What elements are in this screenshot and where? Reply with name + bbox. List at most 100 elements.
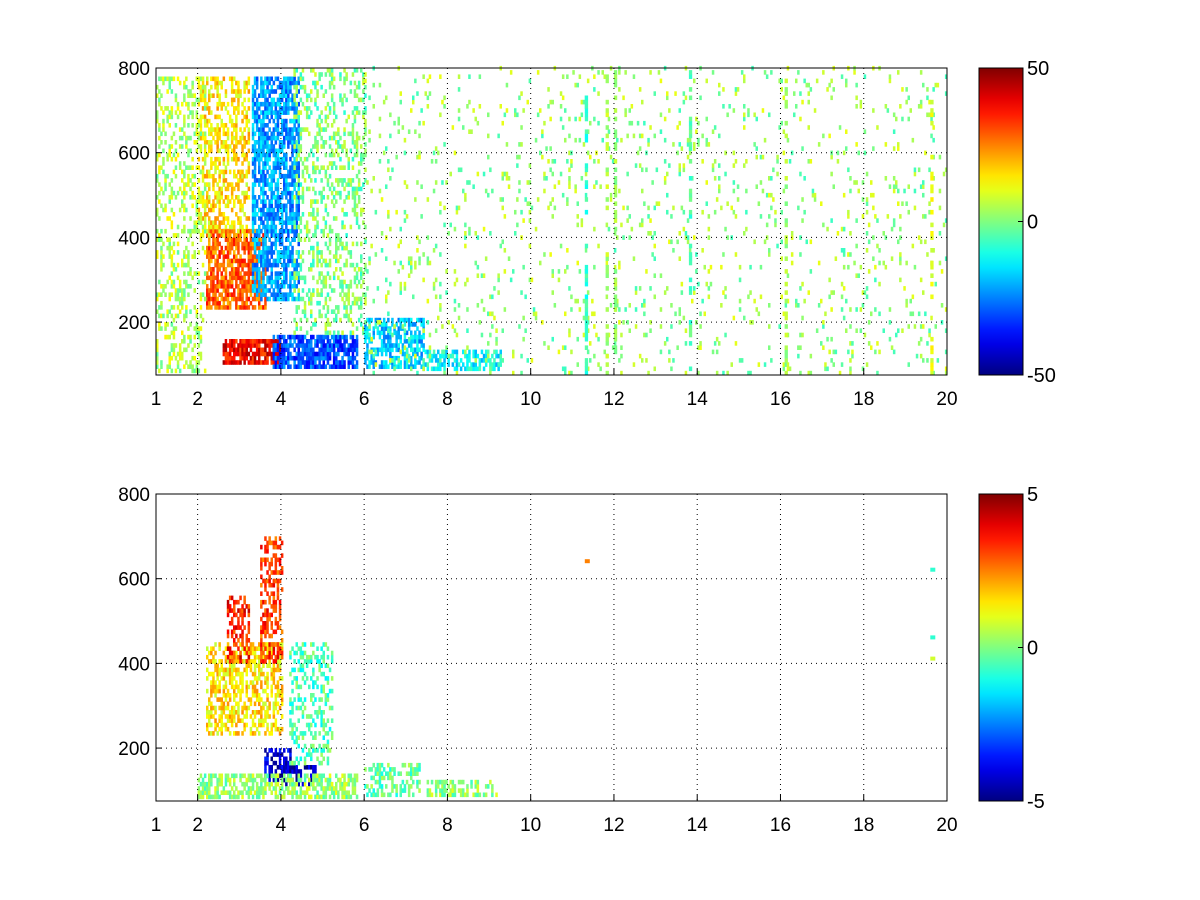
heatmap-cell: [487, 353, 490, 359]
heatmap-cell: [293, 271, 296, 276]
heatmap-cell: [609, 303, 613, 308]
heatmap-cell: [216, 156, 219, 162]
heatmap-cell: [418, 317, 421, 323]
heatmap-cell: [330, 288, 334, 293]
heatmap-cell: [903, 286, 906, 291]
heatmap-cell: [230, 80, 234, 86]
heatmap-cell: [187, 135, 190, 141]
heatmap-cell: [260, 250, 263, 255]
heatmap-cell: [160, 313, 163, 319]
heatmap-cell: [447, 320, 450, 325]
heatmap-cell: [624, 108, 627, 113]
heatmap-cell: [226, 110, 230, 115]
heatmap-cell: [343, 279, 346, 285]
heatmap-cell: [270, 110, 273, 115]
heatmap-cell: [280, 127, 284, 132]
heatmap-cell: [412, 322, 415, 327]
heatmap-cell: [210, 220, 213, 225]
heatmap-cell: [158, 368, 161, 374]
heatmap-cell: [568, 180, 571, 185]
heatmap-cell: [853, 260, 856, 266]
heatmap-cell: [853, 70, 856, 75]
heatmap-cell: [274, 258, 278, 264]
heatmap-cell: [501, 358, 504, 363]
heatmap-cell: [191, 80, 194, 86]
heatmap-cell: [641, 167, 644, 173]
heatmap-cell: [326, 68, 330, 73]
heatmap-cell: [293, 233, 296, 238]
heatmap-cell: [778, 78, 781, 84]
heatmap-cell: [183, 123, 186, 128]
heatmap-cell: [559, 116, 563, 122]
heatmap-cell: [237, 258, 240, 264]
heatmap-cell: [199, 135, 203, 141]
heatmap-cell: [255, 267, 259, 272]
heatmap-cell: [343, 131, 346, 137]
heatmap-cell: [168, 241, 171, 247]
heatmap-cell: [266, 212, 269, 217]
heatmap-cell: [258, 131, 261, 137]
heatmap-cell: [443, 353, 446, 359]
heatmap-cell: [158, 127, 161, 132]
heatmap-cell: [201, 173, 205, 179]
heatmap-cell: [283, 76, 286, 82]
heatmap-cell: [289, 271, 292, 276]
heatmap-cell: [272, 364, 276, 369]
heatmap-cell: [387, 328, 390, 333]
heatmap-cell: [299, 275, 303, 281]
heatmap-cell: [332, 195, 336, 200]
heatmap-cell: [589, 341, 592, 346]
heatmap-cell: [189, 216, 192, 221]
heatmap-cell: [568, 150, 571, 156]
heatmap-cell: [170, 254, 174, 259]
heatmap-cell: [364, 262, 367, 268]
heatmap-cell: [251, 275, 255, 281]
heatmap-cell: [387, 167, 390, 173]
heatmap-cell: [738, 358, 742, 363]
heatmap-cell: [247, 343, 251, 348]
heatmap-cell: [280, 271, 284, 276]
heatmap-cell: [376, 326, 380, 331]
heatmap-cell: [278, 241, 282, 247]
heatmap-cell: [412, 334, 415, 340]
heatmap-cell: [643, 120, 646, 126]
heatmap-cell: [274, 76, 278, 82]
heatmap-cell: [872, 146, 875, 151]
heatmap-cell: [170, 178, 174, 183]
heatmap-cell: [360, 156, 363, 162]
heatmap-cell: [280, 148, 284, 154]
heatmap-cell: [380, 347, 384, 353]
heatmap-cell: [170, 207, 174, 213]
heatmap-cell: [820, 341, 823, 346]
heatmap-cell: [197, 118, 201, 124]
heatmap-cell: [701, 159, 704, 164]
heatmap-cell: [678, 231, 681, 236]
heatmap-cell: [335, 241, 338, 247]
heatmap-cell: [339, 347, 342, 353]
heatmap-cell: [703, 264, 706, 270]
heatmap-cell: [349, 317, 353, 323]
heatmap-cell: [611, 345, 615, 350]
heatmap-cell: [641, 99, 644, 105]
heatmap-cell: [874, 307, 877, 312]
heatmap-cell: [343, 339, 346, 344]
heatmap-cell: [728, 104, 731, 109]
heatmap-cell: [374, 317, 378, 323]
heatmap-cell: [618, 307, 621, 312]
heatmap-cell: [416, 180, 419, 185]
heatmap-cell: [245, 288, 248, 293]
heatmap-cell: [168, 76, 171, 82]
heatmap-cell: [919, 336, 923, 342]
heatmap-cell: [291, 106, 294, 111]
heatmap-cell: [193, 173, 196, 179]
heatmap-cell: [258, 165, 261, 170]
heatmap-cell: [353, 275, 357, 281]
heatmap-cell: [301, 76, 305, 82]
heatmap-cell: [432, 248, 436, 253]
heatmap-cell: [208, 288, 211, 293]
heatmap-cell: [489, 366, 492, 372]
heatmap-cell: [276, 97, 280, 103]
heatmap-cell: [387, 347, 390, 353]
heatmap-cell: [842, 150, 846, 156]
heatmap-cell: [638, 353, 642, 359]
